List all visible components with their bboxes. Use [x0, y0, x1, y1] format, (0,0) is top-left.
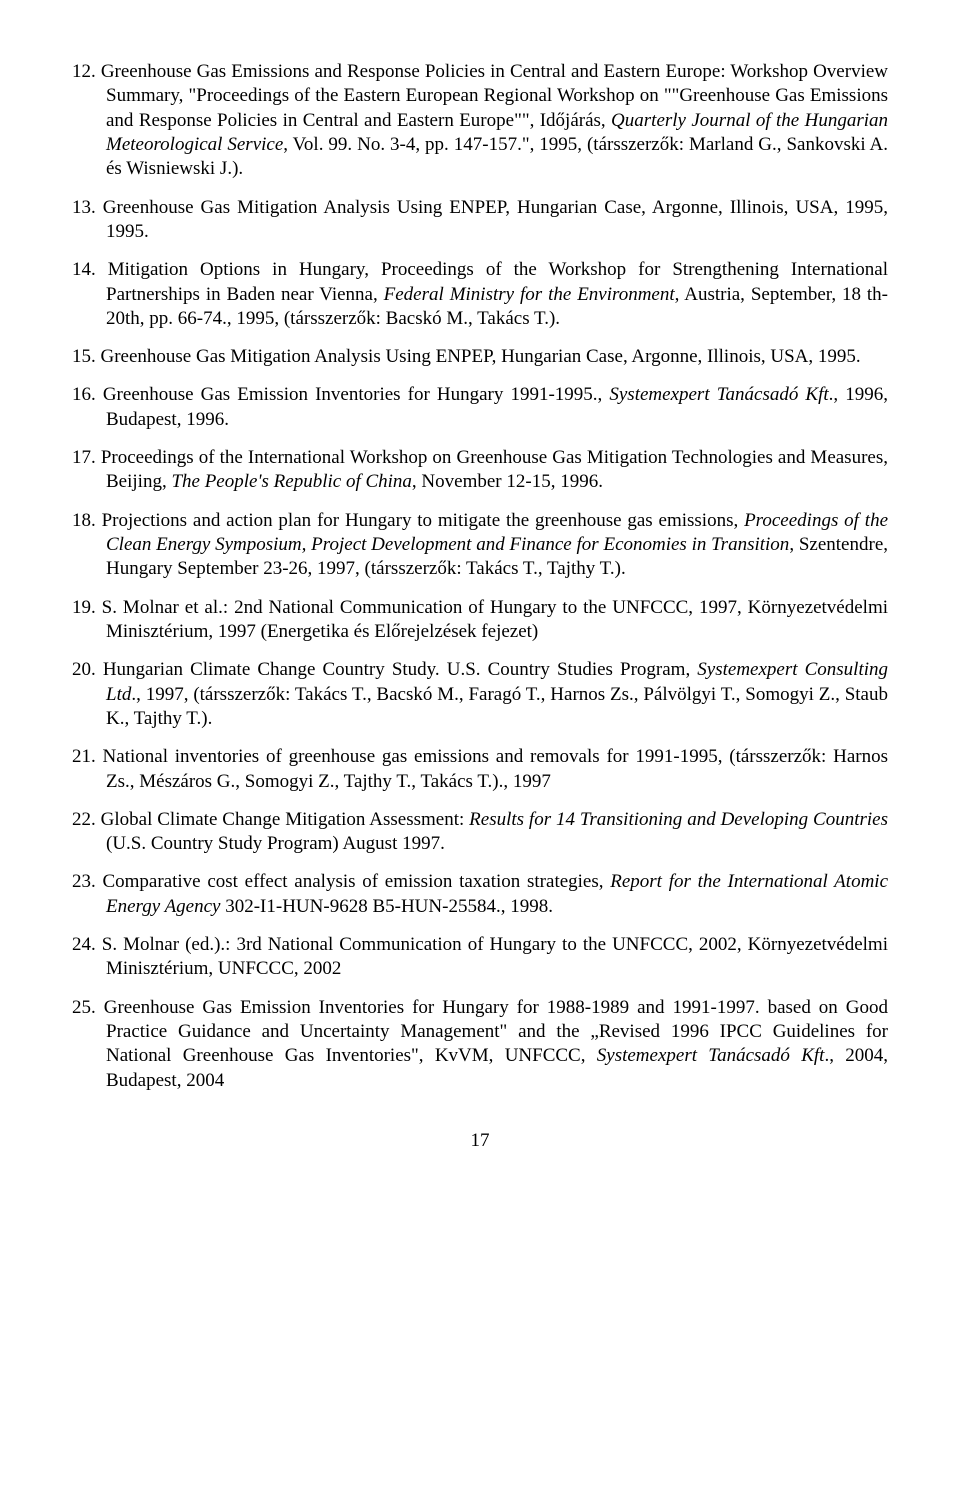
- reference-number: 22.: [72, 809, 96, 830]
- reference-item: 12. Greenhouse Gas Emissions and Respons…: [72, 60, 888, 182]
- reference-list: 12. Greenhouse Gas Emissions and Respons…: [72, 60, 888, 1093]
- reference-item: 20. Hungarian Climate Change Country Stu…: [72, 658, 888, 731]
- reference-number: 14.: [72, 259, 96, 280]
- reference-item: 18. Projections and action plan for Hung…: [72, 509, 888, 582]
- reference-number: 12.: [72, 61, 96, 82]
- reference-item: 15. Greenhouse Gas Mitigation Analysis U…: [72, 345, 888, 369]
- reference-item: 21. National inventories of greenhouse g…: [72, 745, 888, 794]
- reference-item: 23. Comparative cost effect analysis of …: [72, 870, 888, 919]
- reference-number: 21.: [72, 746, 96, 767]
- reference-number: 18.: [72, 510, 96, 531]
- reference-number: 20.: [72, 659, 96, 680]
- reference-number: 15.: [72, 346, 96, 367]
- reference-number: 16.: [72, 384, 96, 405]
- reference-item: 17. Proceedings of the International Wor…: [72, 446, 888, 495]
- reference-item: 25. Greenhouse Gas Emission Inventories …: [72, 996, 888, 1093]
- reference-number: 13.: [72, 197, 96, 218]
- reference-item: 19. S. Molnar et al.: 2nd National Commu…: [72, 596, 888, 645]
- reference-number: 23.: [72, 871, 96, 892]
- page-number: 17: [72, 1129, 888, 1153]
- reference-item: 22. Global Climate Change Mitigation Ass…: [72, 808, 888, 857]
- reference-number: 17.: [72, 447, 96, 468]
- reference-number: 25.: [72, 997, 96, 1018]
- reference-item: 14. Mitigation Options in Hungary, Proce…: [72, 258, 888, 331]
- reference-item: 16. Greenhouse Gas Emission Inventories …: [72, 383, 888, 432]
- reference-item: 24. S. Molnar (ed.).: 3rd National Commu…: [72, 933, 888, 982]
- reference-number: 24.: [72, 934, 96, 955]
- reference-item: 13. Greenhouse Gas Mitigation Analysis U…: [72, 196, 888, 245]
- reference-number: 19.: [72, 597, 96, 618]
